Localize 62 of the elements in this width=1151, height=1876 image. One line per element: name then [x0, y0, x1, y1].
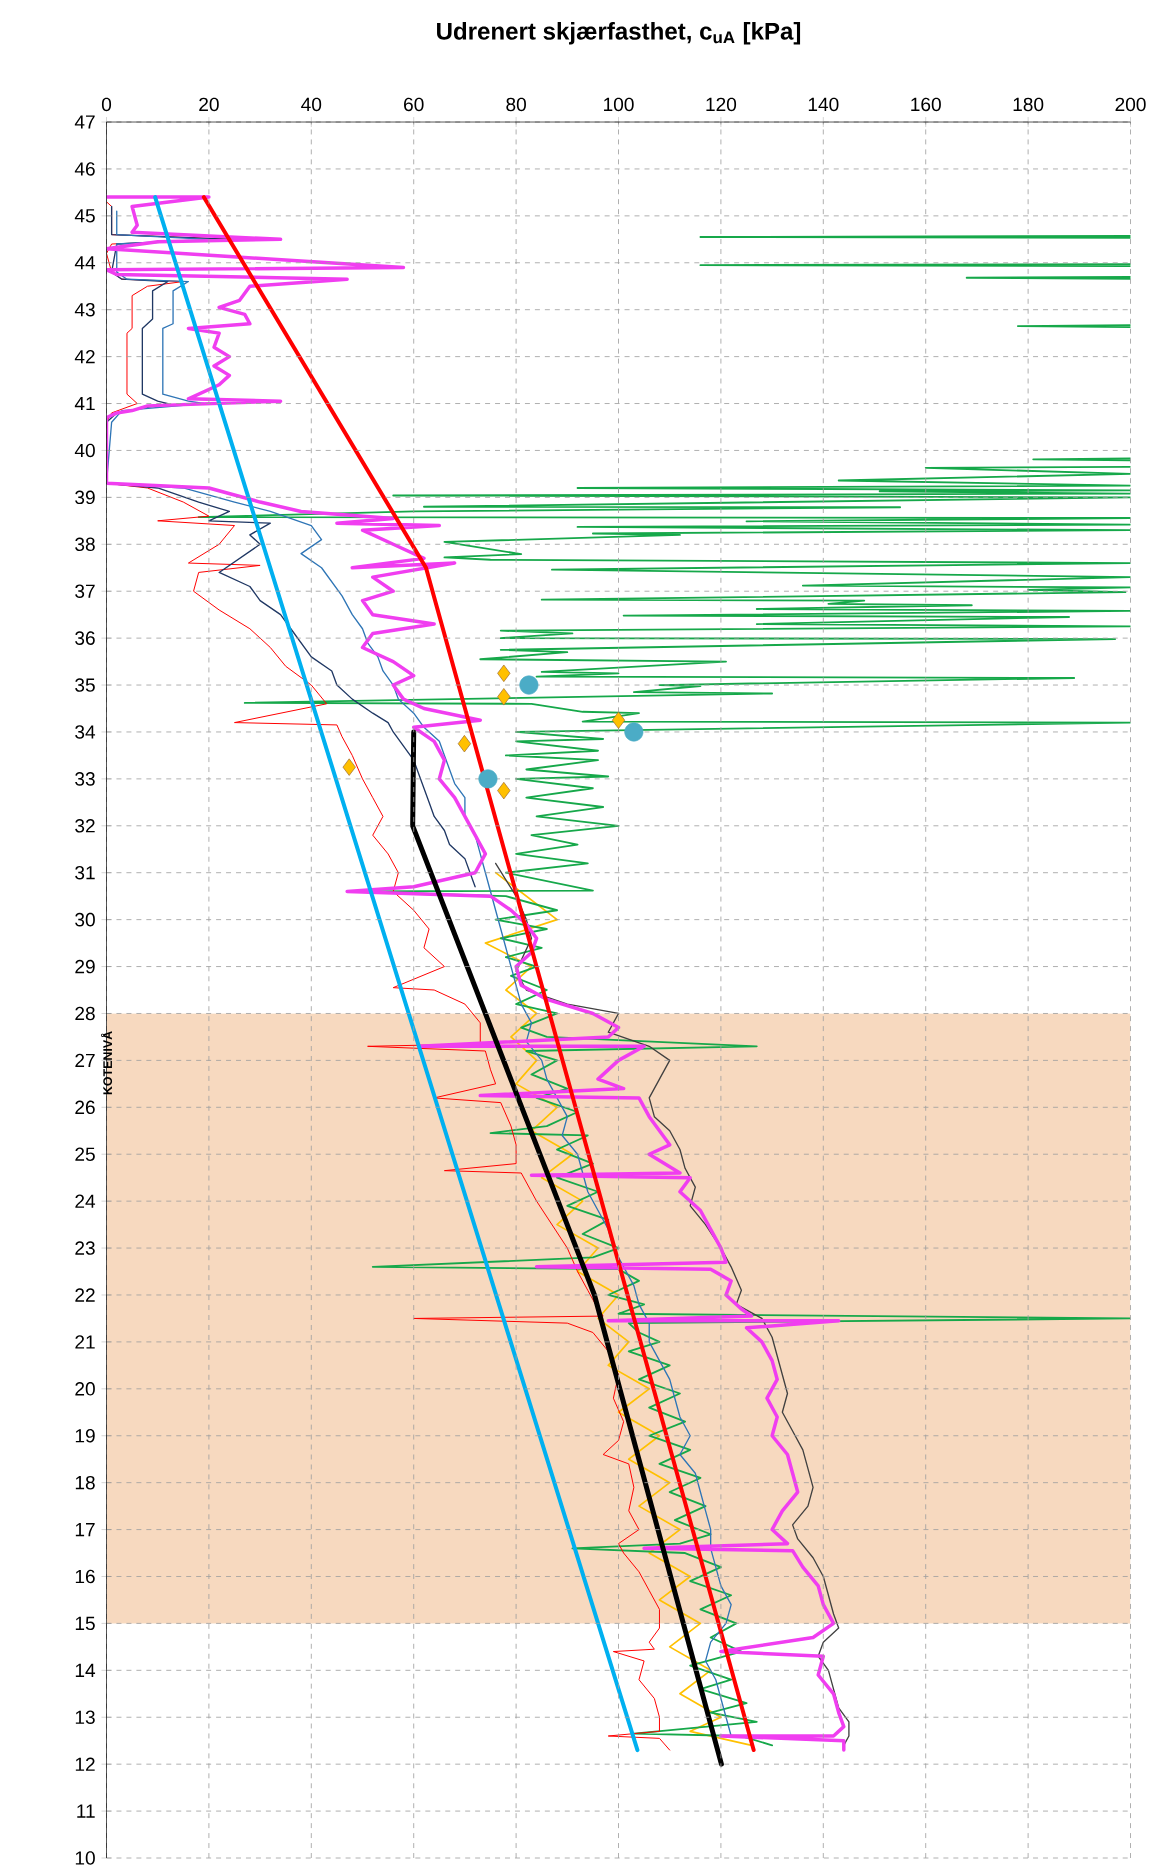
y-tick-label: 25 [75, 1147, 95, 1161]
y-tick-label: 40 [74, 443, 95, 458]
y-tick-label: 45 [74, 209, 95, 223]
x-tick-label: 20 [199, 97, 219, 112]
y-tick-label: 30 [75, 912, 95, 927]
y-tick-label: 41 [74, 396, 95, 411]
y-tick-label: 26 [75, 1100, 95, 1115]
x-tick-label: 60 [404, 97, 424, 112]
point [478, 769, 498, 789]
x-tick-label: 140 [808, 97, 839, 112]
line-series [410, 729, 724, 1767]
y-tick-label: 19 [75, 1428, 95, 1443]
y-tick-label: 43 [74, 302, 95, 317]
x-tick-label: 80 [506, 97, 526, 112]
y-tick-label: 17 [75, 1523, 95, 1537]
x-tick-label: 200 [1115, 97, 1146, 112]
x-tick-label: 0 [101, 97, 112, 112]
y-tick-label: 11 [77, 1804, 95, 1818]
line-series [484, 871, 753, 1747]
point [519, 675, 539, 695]
point [342, 758, 356, 776]
y-tick-label: 31 [75, 865, 95, 880]
y-tick-label: 32 [75, 819, 95, 833]
y-tick-label: 36 [75, 631, 95, 645]
y-tick-label: 13 [75, 1710, 95, 1724]
point [497, 781, 511, 800]
y-tick-label: 10 [75, 1851, 95, 1865]
y-tick-label: 33 [75, 772, 95, 786]
y-axis-title: KOTENIVÅ [100, 1031, 113, 1095]
y-tick-label: 28 [75, 1006, 95, 1021]
point [624, 722, 644, 742]
y-tick-label: 22 [75, 1288, 95, 1302]
y-tick-label: 14 [75, 1663, 96, 1677]
y-tick-label: 44 [74, 256, 96, 270]
x-tick-label: 160 [911, 97, 941, 112]
point [457, 735, 471, 753]
y-tick-label: 29 [75, 959, 95, 974]
y-tick-label: 15 [75, 1616, 95, 1631]
y-tick-label: 18 [75, 1475, 95, 1490]
y-tick-label: 21 [75, 1335, 95, 1349]
y-tick-label: 20 [75, 1382, 95, 1396]
y-tick-label: 24 [75, 1194, 96, 1208]
y-tick-label: 47 [74, 115, 95, 129]
y-tick-label: 42 [74, 349, 95, 364]
x-tick-label: 100 [604, 97, 634, 112]
point [611, 711, 626, 729]
y-tick-label: 27 [75, 1053, 95, 1068]
chart-title: Udrenert skjærfasthet, c$_{uA}$ [kPa] [437, 22, 801, 45]
y-tick-label: 46 [74, 162, 95, 176]
point [497, 688, 511, 706]
y-tick-label: 37 [75, 584, 95, 598]
y-tick-label: 23 [75, 1241, 95, 1255]
y-tick-label: 12 [75, 1757, 95, 1771]
x-tick-label: 180 [1013, 97, 1044, 112]
y-tick-label: 38 [75, 537, 95, 552]
y-tick-label: 39 [75, 490, 95, 505]
x-tick-label: 120 [706, 97, 737, 112]
y-tick-label: 35 [75, 678, 95, 692]
x-tick-label: 40 [301, 97, 322, 112]
point [497, 664, 511, 682]
y-tick-label: 34 [75, 725, 96, 739]
y-tick-label: 16 [75, 1569, 95, 1584]
